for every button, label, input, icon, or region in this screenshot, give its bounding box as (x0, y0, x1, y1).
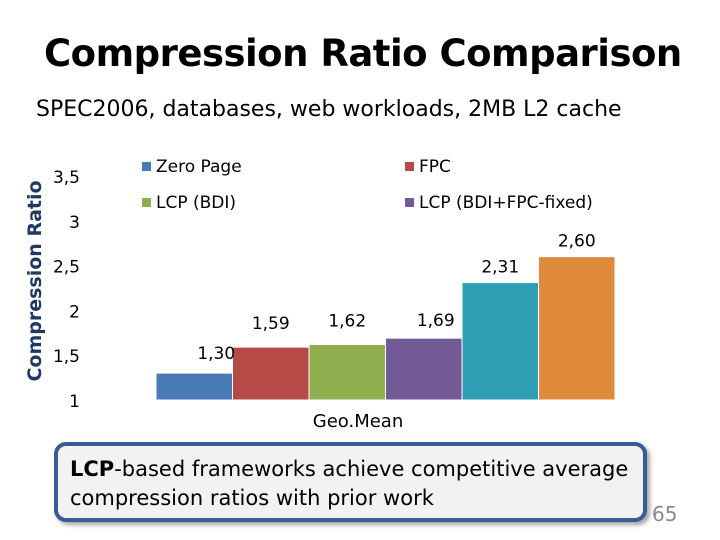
x-category-label: Geo.Mean (313, 411, 403, 432)
bar-chart: 1 1,5 2 2,5 3 3,5 Zero Page FPC LCP (BDI) LCP (B… (53, 157, 616, 432)
callout-bold-text: LCP (70, 457, 115, 481)
bar-4 (385, 337, 463, 401)
bar-2 (232, 346, 310, 401)
data-label-5: 2,31 (481, 258, 519, 278)
y-axis-ticks: 1 1,5 2 2,5 3 3,5 (53, 168, 80, 412)
legend-swatch (405, 198, 414, 207)
bar-1 (155, 372, 233, 401)
y-tick-label: 3,5 (53, 168, 80, 188)
data-label-3: 1,62 (328, 311, 366, 331)
legend-swatch (142, 162, 151, 171)
legend-label: Zero Page (156, 157, 242, 177)
legend-swatch (142, 198, 151, 207)
y-tick-label: 2 (69, 302, 80, 322)
slide-subtitle: SPEC2006, databases, web workloads, 2MB … (36, 97, 622, 122)
y-tick-label: 3 (69, 213, 80, 233)
page-number: 65 (652, 502, 678, 526)
callout-box: LCP-based frameworks achieve competitive… (54, 442, 647, 522)
bar-5 (461, 282, 539, 401)
data-label-4: 1,69 (417, 311, 455, 331)
bar-6 (538, 256, 616, 401)
y-tick-label: 1,5 (53, 347, 80, 367)
data-label-6: 2,60 (558, 232, 596, 252)
chart-data-labels: 1,30 1,59 1,62 1,69 2,31 2,60 (197, 232, 595, 364)
chart-legend: Zero Page FPC LCP (BDI) LCP (BDI+FPC-fixed) (142, 157, 593, 213)
legend-label: FPC (419, 157, 451, 177)
y-tick-label: 2,5 (53, 258, 80, 278)
chart-bars (155, 256, 616, 401)
data-label-1: 1,30 (197, 344, 235, 364)
bar-3 (308, 343, 386, 401)
legend-swatch (405, 162, 414, 171)
y-tick-label: 1 (69, 392, 80, 412)
callout-text: -based frameworks achieve competitive av… (70, 457, 629, 510)
legend-label: LCP (BDI+FPC-fixed) (419, 193, 593, 213)
slide-title: Compression Ratio Comparison (44, 32, 682, 75)
data-label-2: 1,59 (252, 314, 290, 334)
legend-label: LCP (BDI) (156, 193, 236, 213)
